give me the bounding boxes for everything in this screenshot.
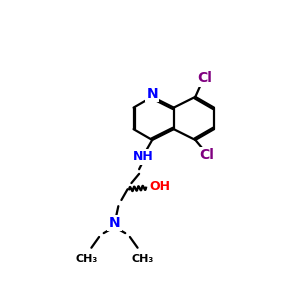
Text: N: N xyxy=(146,87,158,101)
Text: Cl: Cl xyxy=(200,148,214,162)
Text: NH: NH xyxy=(133,150,153,164)
Text: CH₃: CH₃ xyxy=(131,254,153,264)
Text: CH₃: CH₃ xyxy=(76,254,98,264)
Text: OH: OH xyxy=(149,180,170,194)
Text: N: N xyxy=(109,216,120,230)
Text: Cl: Cl xyxy=(197,71,212,85)
